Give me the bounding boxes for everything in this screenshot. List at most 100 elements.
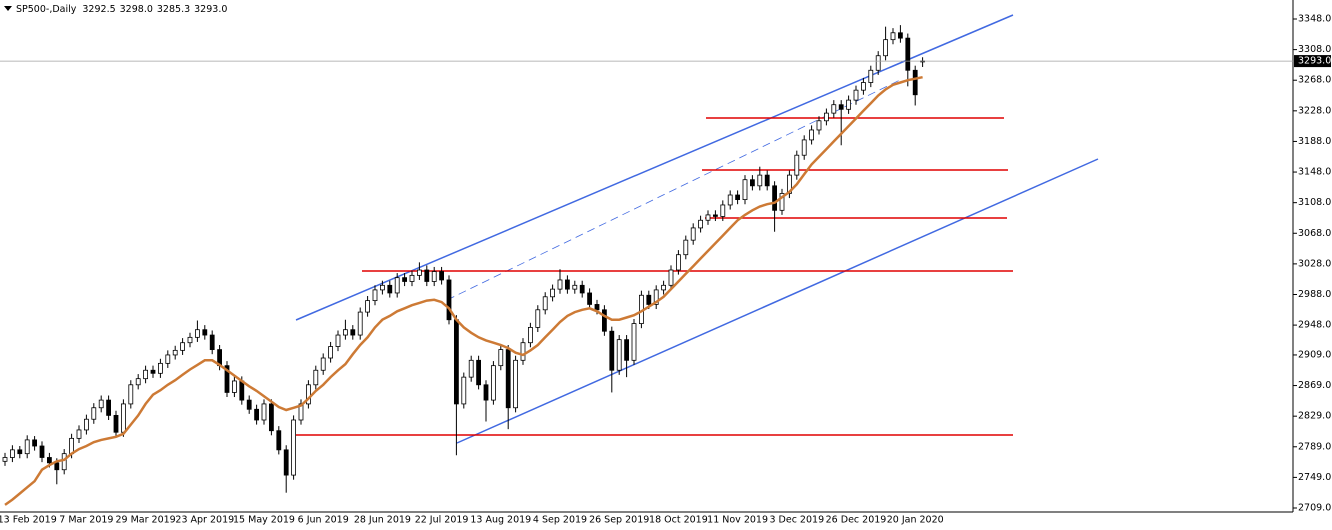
candle-body bbox=[490, 365, 496, 401]
y-tick-label: 3228.0 bbox=[1298, 105, 1331, 116]
y-tick-label: 3148.0 bbox=[1298, 167, 1331, 178]
x-tick-label: 26 Dec 2019 bbox=[826, 515, 887, 526]
candle-body bbox=[587, 292, 592, 305]
candle-body bbox=[787, 174, 792, 194]
candle-body bbox=[861, 82, 866, 91]
candle-body bbox=[135, 378, 141, 386]
candle-body bbox=[409, 274, 415, 282]
candle-body bbox=[172, 349, 178, 356]
candle-body bbox=[283, 449, 289, 476]
candle-body bbox=[17, 449, 23, 455]
candle-body bbox=[853, 89, 859, 101]
candle-body bbox=[705, 214, 711, 221]
candle-body bbox=[76, 429, 82, 439]
candle-body bbox=[764, 174, 770, 187]
candle-body bbox=[720, 204, 726, 217]
x-tick-label: 18 Oct 2019 bbox=[649, 515, 708, 526]
candle-body bbox=[39, 445, 45, 458]
candle-body bbox=[513, 359, 518, 409]
candle-body bbox=[61, 453, 67, 471]
candle-body bbox=[453, 319, 459, 405]
candle-body bbox=[653, 289, 659, 305]
candle-body bbox=[816, 120, 822, 131]
candle-body bbox=[54, 462, 60, 471]
candle-body bbox=[868, 69, 874, 83]
candle-body bbox=[431, 271, 437, 282]
candle-body bbox=[180, 342, 186, 351]
candle-body bbox=[890, 32, 896, 41]
header-close: 3293.0 bbox=[194, 4, 227, 15]
candle-body bbox=[128, 384, 134, 405]
chart-header: SP500-,Daily 3292.5 3298.0 3285.3 3293.0 bbox=[16, 4, 227, 15]
x-tick-label: 26 Sep 2019 bbox=[589, 515, 649, 526]
header-open: 3292.5 bbox=[82, 4, 115, 15]
candle-body bbox=[194, 329, 200, 338]
candle-body bbox=[542, 296, 548, 311]
candle-body bbox=[646, 294, 652, 305]
candle-body bbox=[572, 284, 578, 290]
x-tick-label: 13 Feb 2019 bbox=[0, 515, 57, 526]
candle-body bbox=[261, 403, 267, 421]
candle-body bbox=[424, 269, 430, 282]
candle-body bbox=[291, 419, 297, 476]
candle-body bbox=[624, 339, 629, 361]
candle-body bbox=[609, 330, 615, 371]
candle-body bbox=[387, 284, 393, 294]
header-high: 3298.0 bbox=[120, 4, 153, 15]
candle-body bbox=[439, 271, 445, 281]
candle-body bbox=[276, 430, 282, 451]
y-tick-label: 2709.0 bbox=[1298, 503, 1331, 514]
candle-body bbox=[187, 336, 193, 344]
candle-body bbox=[831, 104, 837, 114]
channel-lower bbox=[456, 158, 1099, 444]
x-tick-label: 22 Jul 2019 bbox=[415, 515, 469, 526]
x-tick-label: 11 Nov 2019 bbox=[707, 515, 768, 526]
candle-body bbox=[735, 194, 740, 201]
candle-body bbox=[824, 112, 829, 122]
candle-body bbox=[150, 369, 156, 374]
candle-body bbox=[202, 329, 208, 336]
candle-body bbox=[505, 349, 511, 409]
candle-body bbox=[683, 239, 689, 256]
candle-body bbox=[690, 227, 696, 241]
candle-body bbox=[594, 304, 600, 311]
candle-body bbox=[24, 439, 30, 455]
candle-body bbox=[535, 309, 541, 328]
candle-body bbox=[305, 384, 311, 405]
candle-body bbox=[898, 32, 903, 39]
candle-body bbox=[2, 457, 8, 462]
candle-body bbox=[446, 279, 452, 321]
candle-body bbox=[565, 279, 570, 290]
candle-body bbox=[416, 269, 422, 276]
candle-body bbox=[616, 339, 622, 371]
candle-body bbox=[579, 284, 585, 294]
x-tick-label: 4 Sep 2019 bbox=[533, 515, 587, 526]
y-tick-label: 3268.0 bbox=[1298, 75, 1331, 86]
candle-body bbox=[121, 403, 126, 433]
candle-body bbox=[631, 323, 637, 361]
x-tick-label: 7 Mar 2019 bbox=[59, 515, 113, 526]
y-tick-label: 3188.0 bbox=[1298, 136, 1331, 147]
y-tick-label: 2948.0 bbox=[1298, 320, 1331, 331]
candle-body bbox=[254, 408, 260, 421]
candle-body bbox=[165, 354, 171, 364]
candle-body bbox=[809, 129, 814, 141]
x-tick-label: 3 Dec 2019 bbox=[769, 515, 824, 526]
candle-body bbox=[246, 399, 252, 410]
candle-body bbox=[313, 369, 319, 386]
candle-body bbox=[84, 418, 89, 431]
candle-body bbox=[91, 407, 97, 420]
candle-body bbox=[113, 415, 119, 433]
candle-body bbox=[727, 194, 733, 206]
x-tick-label: 20 Jan 2020 bbox=[887, 515, 944, 526]
y-tick-label: 3348.0 bbox=[1298, 14, 1331, 25]
x-tick-label: 28 Jun 2019 bbox=[354, 515, 411, 526]
candle-body bbox=[106, 399, 111, 416]
candle-body bbox=[47, 457, 52, 464]
y-tick-label: 2988.0 bbox=[1298, 289, 1331, 300]
candle-body bbox=[335, 334, 341, 347]
candle-body bbox=[550, 288, 555, 298]
candle-body bbox=[668, 269, 674, 286]
candle-body bbox=[698, 219, 703, 229]
